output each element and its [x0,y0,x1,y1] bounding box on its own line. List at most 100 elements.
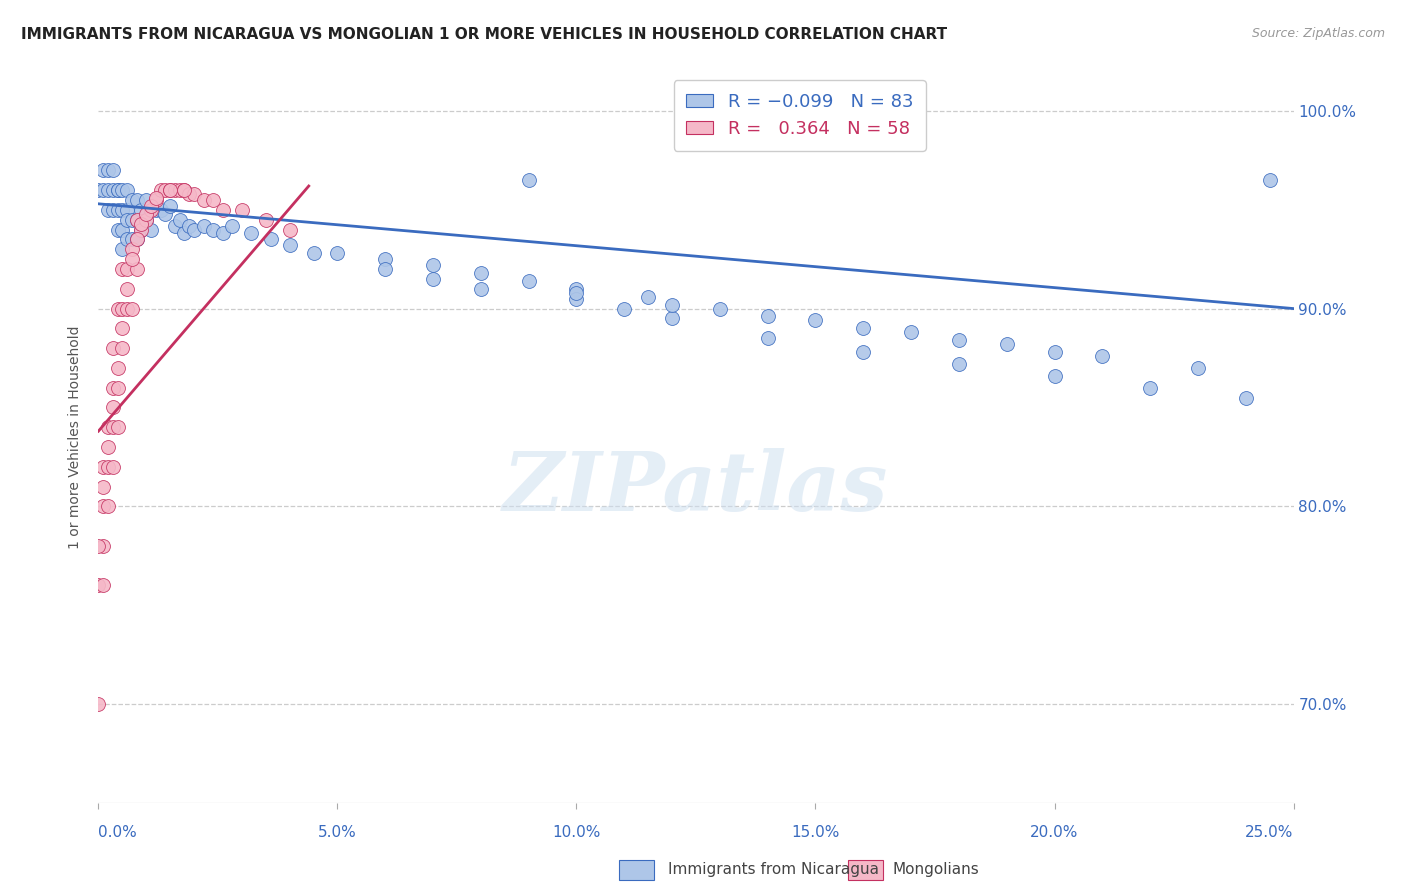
Point [1234,391,1257,405]
Text: IMMIGRANTS FROM NICARAGUA VS MONGOLIAN 1 OR MORE VEHICLES IN HOUSEHOLD CORRELATI: IMMIGRANTS FROM NICARAGUA VS MONGOLIAN 1… [21,27,948,42]
Point [326,246,349,260]
Point [87,697,110,711]
Point [1187,360,1209,375]
Point [115,232,138,246]
Point [145,191,167,205]
Point [111,242,134,256]
Text: Source: ZipAtlas.com: Source: ZipAtlas.com [1251,27,1385,40]
Point [995,337,1018,351]
Point [155,183,177,197]
Point [131,202,153,217]
Point [517,274,540,288]
Point [1258,173,1281,187]
Point [111,183,134,197]
Point [115,183,138,197]
Point [139,222,162,236]
Point [163,219,186,233]
Point [87,578,110,592]
Y-axis label: 1 or more Vehicles in Household: 1 or more Vehicles in Household [69,326,83,549]
Point [121,301,143,316]
Point [159,183,181,197]
Point [565,282,588,296]
Text: ZIPatlas: ZIPatlas [503,449,889,528]
Point [111,202,134,217]
Point [852,345,875,359]
Point [91,479,114,493]
Text: Mongolians: Mongolians [893,863,980,877]
Point [948,333,970,347]
Point [121,193,143,207]
Point [115,262,138,277]
Point [125,212,148,227]
Point [422,272,444,286]
Point [374,252,396,267]
Point [948,357,970,371]
Point [91,163,114,178]
Point [374,262,396,277]
Point [97,459,120,474]
Point [169,212,191,227]
Point [1043,345,1066,359]
Point [565,285,588,300]
Point [125,193,148,207]
Point [1043,368,1066,383]
Point [221,219,243,233]
Point [101,202,124,217]
Point [101,420,124,434]
Point [107,381,129,395]
Point [193,193,215,207]
Point [661,298,683,312]
Point [470,266,492,280]
Point [179,186,201,201]
Point [87,183,110,197]
Point [139,202,162,217]
Point [169,183,191,197]
Point [97,420,120,434]
Point [111,222,134,236]
Point [149,202,172,217]
Point [139,202,162,217]
Point [173,183,195,197]
Point [240,227,263,241]
Text: 0.0%: 0.0% [98,825,138,840]
Point [107,420,129,434]
Point [101,341,124,355]
Point [97,202,120,217]
Point [91,183,114,197]
Point [121,242,143,256]
Point [183,222,205,236]
Point [163,183,186,197]
Point [145,193,167,207]
Text: 10.0%: 10.0% [553,825,600,840]
Point [159,183,181,197]
Point [121,212,143,227]
Point [183,186,205,201]
Point [97,500,120,514]
Point [231,202,253,217]
Point [111,301,134,316]
Point [135,207,157,221]
Point [149,183,172,197]
Point [125,232,148,246]
Point [302,246,325,260]
Point [131,217,153,231]
Point [135,212,157,227]
Point [661,311,683,326]
Point [193,219,215,233]
Point [107,301,129,316]
Point [101,183,124,197]
Point [121,232,143,246]
Point [278,238,301,252]
Point [135,212,157,227]
Point [709,301,731,316]
Point [111,262,134,277]
Point [115,301,138,316]
Point [131,222,153,236]
Text: 25.0%: 25.0% [1246,825,1294,840]
Point [804,313,827,327]
Point [111,321,134,335]
Point [278,222,301,236]
Point [125,262,148,277]
Point [900,326,922,340]
Point [91,500,114,514]
